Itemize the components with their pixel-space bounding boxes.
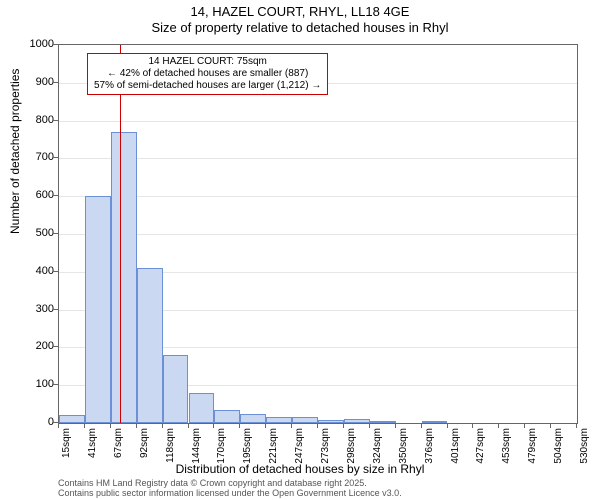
- marker-line: [120, 45, 121, 423]
- y-tick-mark: [53, 44, 58, 45]
- histogram-bar: [85, 196, 111, 423]
- y-tick-mark: [53, 195, 58, 196]
- y-tick-mark: [53, 120, 58, 121]
- annotation-box: 14 HAZEL COURT: 75sqm← 42% of detached h…: [87, 53, 328, 95]
- y-tick-label: 600: [14, 189, 54, 201]
- histogram-bar: [370, 421, 396, 423]
- y-tick-label: 300: [14, 303, 54, 315]
- y-tick-mark: [53, 82, 58, 83]
- x-tick-mark: [136, 423, 137, 428]
- x-tick-mark: [110, 423, 111, 428]
- y-tick-label: 500: [14, 227, 54, 239]
- x-axis-label: Distribution of detached houses by size …: [0, 462, 600, 476]
- gridline: [59, 234, 577, 235]
- y-tick-label: 200: [14, 340, 54, 352]
- y-tick-mark: [53, 271, 58, 272]
- x-tick-mark: [550, 423, 551, 428]
- y-tick-label: 900: [14, 76, 54, 88]
- y-tick-label: 800: [14, 114, 54, 126]
- gridline: [59, 196, 577, 197]
- histogram-bar: [189, 393, 215, 423]
- histogram-bar: [422, 421, 448, 423]
- y-tick-mark: [53, 157, 58, 158]
- plot-area: 14 HAZEL COURT: 75sqm← 42% of detached h…: [58, 44, 578, 424]
- x-tick-mark: [239, 423, 240, 428]
- y-tick-mark: [53, 384, 58, 385]
- x-tick-mark: [343, 423, 344, 428]
- y-tick-label: 0: [14, 416, 54, 428]
- title-line-2: Size of property relative to detached ho…: [0, 20, 600, 36]
- footer-line-1: Contains HM Land Registry data © Crown c…: [58, 478, 402, 488]
- title-line-1: 14, HAZEL COURT, RHYL, LL18 4GE: [0, 4, 600, 20]
- y-tick-label: 700: [14, 151, 54, 163]
- x-tick-mark: [447, 423, 448, 428]
- histogram-bar: [137, 268, 163, 423]
- footer-line-2: Contains public sector information licen…: [58, 488, 402, 498]
- annotation-line: 57% of semi-detached houses are larger (…: [94, 80, 321, 92]
- annotation-line: ← 42% of detached houses are smaller (88…: [94, 68, 321, 80]
- histogram-bar: [240, 414, 266, 423]
- x-tick-mark: [317, 423, 318, 428]
- histogram-bar: [318, 420, 344, 423]
- y-tick-mark: [53, 309, 58, 310]
- y-tick-label: 1000: [14, 38, 54, 50]
- histogram-bar: [111, 132, 137, 423]
- histogram-bar: [344, 419, 370, 423]
- x-tick-mark: [265, 423, 266, 428]
- histogram-bar: [266, 417, 292, 423]
- y-tick-label: 100: [14, 378, 54, 390]
- histogram-bar: [292, 417, 318, 423]
- x-tick-mark: [498, 423, 499, 428]
- x-tick-mark: [472, 423, 473, 428]
- x-tick-mark: [84, 423, 85, 428]
- gridline: [59, 158, 577, 159]
- footer-attribution: Contains HM Land Registry data © Crown c…: [58, 478, 402, 498]
- x-tick-mark: [188, 423, 189, 428]
- title-block: 14, HAZEL COURT, RHYL, LL18 4GE Size of …: [0, 0, 600, 36]
- x-tick-mark: [395, 423, 396, 428]
- x-tick-mark: [291, 423, 292, 428]
- y-tick-mark: [53, 233, 58, 234]
- chart-container: 14, HAZEL COURT, RHYL, LL18 4GE Size of …: [0, 0, 600, 500]
- x-tick-mark: [213, 423, 214, 428]
- x-tick-mark: [421, 423, 422, 428]
- annotation-line: 14 HAZEL COURT: 75sqm: [94, 56, 321, 68]
- gridline: [59, 121, 577, 122]
- x-tick-mark: [524, 423, 525, 428]
- x-tick-mark: [162, 423, 163, 428]
- y-tick-mark: [53, 346, 58, 347]
- x-tick-mark: [58, 423, 59, 428]
- x-tick-mark: [369, 423, 370, 428]
- x-tick-mark: [576, 423, 577, 428]
- histogram-bar: [59, 415, 85, 423]
- y-tick-label: 400: [14, 265, 54, 277]
- histogram-bar: [214, 410, 240, 423]
- histogram-bar: [163, 355, 189, 423]
